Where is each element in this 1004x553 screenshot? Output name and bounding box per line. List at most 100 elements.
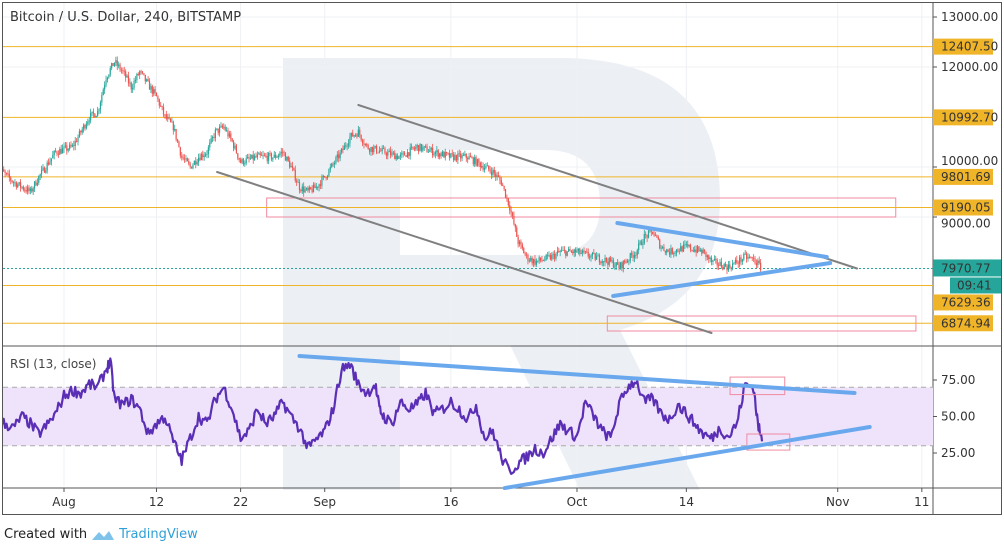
candle-body	[650, 229, 652, 232]
candle-body	[17, 184, 19, 188]
price-tick-label: 12000.00	[941, 60, 998, 74]
candle-body	[747, 256, 749, 259]
candle-body	[502, 184, 504, 186]
candle-body	[628, 260, 630, 262]
footer-prefix: Created with	[4, 527, 88, 542]
price-chart[interactable]: 13000.00 12000.00 10000.00 9000.00 12407.50 1…	[0, 0, 1004, 520]
candle-body	[666, 249, 668, 253]
candle-body	[751, 257, 753, 259]
candle-body	[678, 251, 680, 252]
last-price-bg	[933, 259, 1001, 277]
candle-body	[46, 162, 48, 171]
candle-body	[139, 71, 141, 76]
tradingview-link[interactable]: TradingView	[119, 527, 198, 542]
candle-body	[122, 70, 124, 72]
footer[interactable]: Created with TradingView	[4, 527, 198, 542]
candle-body	[542, 260, 544, 262]
candle-body	[144, 74, 146, 82]
candle-body	[343, 145, 345, 150]
candle-body	[416, 145, 418, 148]
level-label: 9190.05	[941, 200, 991, 214]
candle-body	[115, 60, 117, 63]
candle-body	[387, 152, 389, 156]
candle-body	[454, 155, 456, 161]
candle-body	[546, 254, 549, 256]
candle-body	[275, 154, 277, 158]
candle-body	[719, 261, 721, 266]
level-label: 12407.50	[941, 40, 998, 54]
candle-body	[437, 150, 439, 157]
candle-body	[668, 251, 671, 255]
candle-body	[706, 255, 708, 258]
candle-body	[395, 155, 397, 160]
trend-line	[357, 104, 859, 270]
candle-body	[332, 163, 334, 165]
candle-body	[580, 252, 582, 254]
candle-body	[111, 63, 113, 69]
candle-body	[626, 260, 629, 263]
candle-body	[272, 157, 274, 160]
candle-body	[181, 155, 183, 158]
candle-body	[377, 152, 379, 154]
candle-body	[518, 241, 521, 245]
candle-body	[87, 121, 89, 125]
candle-body	[370, 147, 372, 152]
candle-body	[556, 251, 558, 254]
candle-body	[586, 251, 588, 253]
candle-body	[485, 166, 487, 169]
candle-body	[178, 141, 180, 148]
candle-body	[688, 245, 690, 247]
candle-body	[162, 107, 165, 115]
candle-body	[322, 175, 324, 178]
candle-body	[511, 212, 514, 216]
candle-body	[467, 158, 469, 160]
time-tick-label: 16	[443, 495, 458, 509]
time-tick-label: Oct	[567, 495, 588, 509]
candle-body	[298, 182, 301, 191]
candle-body	[506, 197, 508, 199]
candle-body	[73, 145, 75, 147]
candle-body	[247, 156, 249, 159]
watermark-logo	[283, 58, 720, 490]
candle-body	[262, 155, 264, 157]
candle-body	[589, 256, 591, 258]
candle-body	[652, 231, 654, 235]
candle-body	[548, 255, 550, 256]
candle-body	[335, 157, 337, 164]
candle-body	[605, 257, 608, 262]
candle-body	[746, 253, 748, 259]
candle-body	[140, 71, 142, 73]
countdown-label: 09:41	[957, 278, 992, 292]
candle-body	[660, 247, 662, 249]
candle-body	[102, 89, 104, 96]
candle-body	[532, 259, 535, 264]
candle-body	[457, 153, 459, 161]
candle-body	[698, 246, 700, 251]
candle-body	[7, 173, 9, 175]
candle-body	[47, 162, 50, 165]
candle-body	[677, 249, 679, 252]
candle-body	[527, 254, 529, 261]
candle-body	[455, 155, 458, 161]
candle-body	[629, 253, 631, 261]
candle-body	[11, 180, 13, 183]
candle-body	[474, 157, 476, 165]
candle-body	[757, 260, 759, 266]
candle-body	[368, 148, 371, 152]
candle-body	[710, 257, 713, 263]
candle-body	[695, 249, 697, 253]
candle-body	[308, 187, 310, 191]
candle-body	[190, 166, 193, 169]
candle-body	[169, 118, 172, 122]
candle-body	[310, 187, 312, 190]
candle-body	[636, 250, 638, 256]
candle-body	[420, 143, 423, 151]
candle-body	[722, 267, 724, 270]
candle-body	[482, 166, 484, 170]
candle-body	[153, 89, 155, 94]
candle-body	[0, 170, 1, 171]
candle-body	[499, 177, 501, 181]
candle-body	[284, 153, 287, 161]
candle-body	[513, 215, 515, 225]
candle-body	[218, 127, 221, 133]
